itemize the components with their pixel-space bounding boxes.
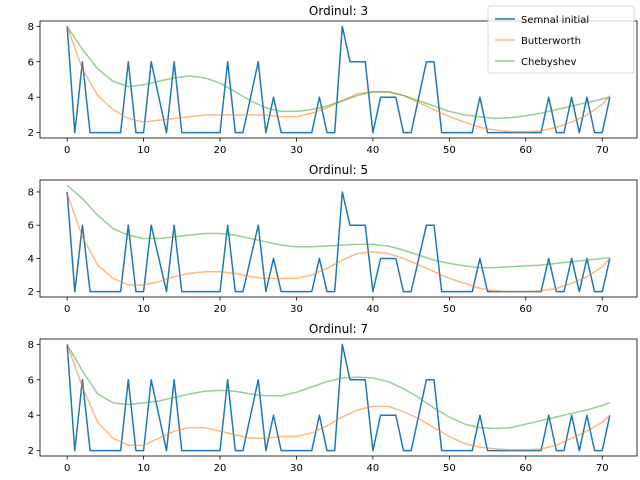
x-tick-label: 0: [64, 145, 70, 156]
x-tick-label: 30: [290, 145, 303, 156]
subplot-2: Ordinul: 5 0 10 20 30 40 50 60 70 2 4 6 8: [28, 163, 638, 315]
y-tick-label: 6: [28, 221, 34, 232]
subplot-title: Ordinul: 5: [309, 163, 368, 177]
x-tick-label: 60: [519, 463, 532, 474]
series-group: [66, 343, 611, 452]
x-tick-label: 10: [137, 304, 150, 315]
series-group: [66, 25, 611, 134]
x-tick-label: 10: [137, 463, 150, 474]
x-tick-label: 10: [137, 145, 150, 156]
x-tick-label: 30: [290, 463, 303, 474]
y-tick-label: 2: [28, 287, 34, 298]
x-tick-label: 70: [596, 463, 609, 474]
x-tick-label: 50: [443, 145, 456, 156]
x-tick-label: 0: [64, 304, 70, 315]
series-line-butterworth: [66, 193, 611, 293]
x-tick-label: 60: [519, 145, 532, 156]
series-line-chebyshev: [66, 343, 611, 430]
y-tick-label: 8: [28, 340, 34, 351]
x-tick-label: 70: [596, 304, 609, 315]
x-tick-label: 50: [443, 463, 456, 474]
subplot-title: Ordinul: 7: [309, 322, 368, 336]
x-tick-label: 40: [367, 304, 380, 315]
x-tick-label: 20: [214, 463, 227, 474]
legend-label-semnal-initial: Semnal initial: [521, 15, 589, 26]
y-tick-label: 4: [28, 411, 34, 422]
x-tick-label: 30: [290, 304, 303, 315]
x-tick-label: 60: [519, 304, 532, 315]
series-group: [66, 184, 611, 293]
series-line-butterworth: [66, 344, 611, 451]
series-line-chebyshev: [66, 184, 610, 269]
y-tick-label: 6: [28, 375, 34, 386]
y-tick-label: 2: [28, 128, 34, 139]
legend-label-butterworth: Butterworth: [521, 36, 581, 47]
series-line-semnal-initial: [66, 343, 611, 452]
subplot-3: Ordinul: 7 0 10 20 30 40 50 60 70 2 4 6 8: [28, 322, 638, 474]
x-tick-label: 50: [443, 304, 456, 315]
x-tick-label: 0: [64, 463, 70, 474]
series-line-semnal-initial: [66, 25, 611, 134]
x-tick-label: 20: [214, 304, 227, 315]
series-line-chebyshev: [66, 25, 611, 120]
legend-label-chebyshev: Chebyshev: [521, 57, 576, 68]
y-tick-label: 8: [28, 22, 34, 33]
axes-frame: [39, 20, 638, 139]
x-tick-label: 40: [367, 463, 380, 474]
subplot-1: Ordinul: 3 0 10 20 30 40 50 60 70 2 4 6 8: [28, 4, 638, 156]
subplot-title: Ordinul: 3: [309, 4, 368, 18]
x-tick-label: 70: [596, 145, 609, 156]
legend-frame: [487, 5, 635, 74]
x-tick-label: 20: [214, 145, 227, 156]
y-tick-label: 2: [28, 446, 34, 457]
x-tick-label: 40: [367, 145, 380, 156]
axes-frame: [39, 338, 638, 457]
y-tick-label: 4: [28, 254, 34, 265]
legend: Semnal initial Butterworth Chebyshev: [487, 5, 635, 74]
axes-frame: [39, 179, 638, 298]
y-tick-label: 4: [28, 93, 34, 104]
y-tick-label: 8: [28, 187, 34, 198]
y-tick-label: 6: [28, 57, 34, 68]
